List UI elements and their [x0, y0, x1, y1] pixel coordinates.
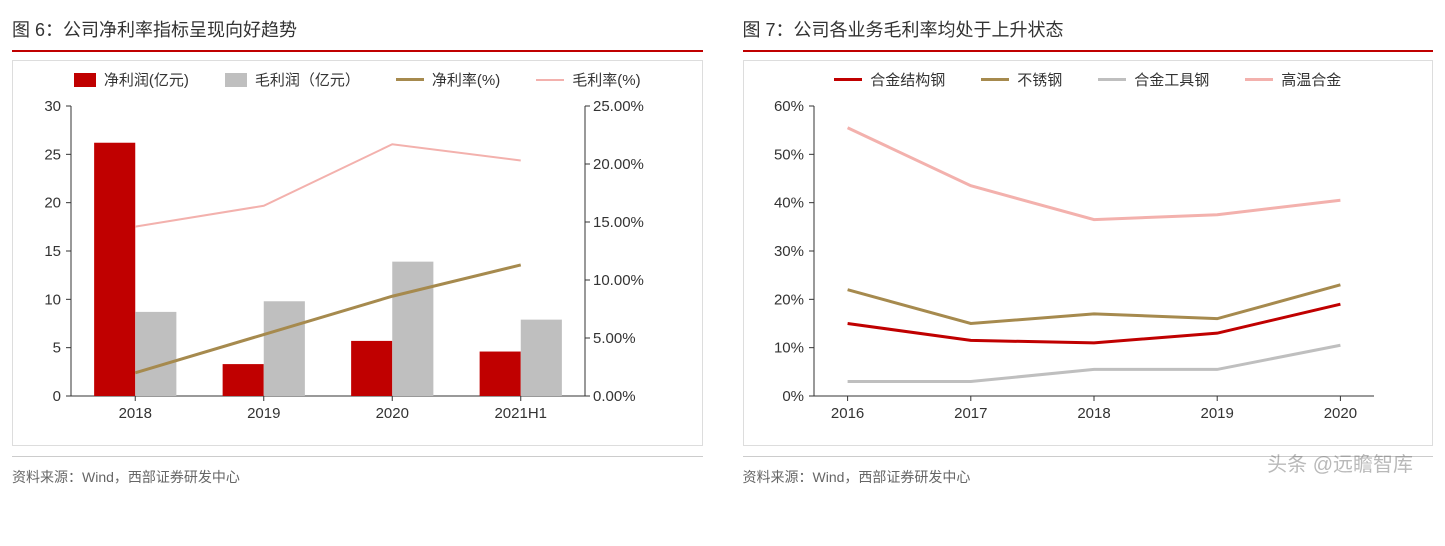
chart7-legend: 合金结构钢 不锈钢 合金工具钢 高温合金 — [754, 69, 1423, 90]
legend-item-high-temp: 高温合金 — [1245, 69, 1341, 90]
svg-text:2018: 2018 — [1077, 405, 1110, 422]
legend-item-gross-margin: 毛利率(%) — [536, 69, 640, 90]
svg-text:2020: 2020 — [376, 405, 409, 422]
swatch-net-profit — [74, 73, 96, 87]
legend-label: 合金工具钢 — [1134, 69, 1209, 90]
panel-left-source: 资料来源：Wind，西部证券研发中心 — [12, 456, 703, 487]
swatch-net-margin — [396, 78, 424, 81]
svg-text:10.00%: 10.00% — [593, 272, 644, 289]
swatch-gross-margin — [536, 79, 564, 81]
svg-text:2019: 2019 — [1200, 405, 1233, 422]
svg-text:20: 20 — [44, 195, 61, 212]
legend-label: 高温合金 — [1281, 69, 1341, 90]
legend-item-alloy-tool: 合金工具钢 — [1098, 69, 1209, 90]
svg-text:15.00%: 15.00% — [593, 214, 644, 231]
legend-label: 合金结构钢 — [870, 69, 945, 90]
legend-item-stainless: 不锈钢 — [981, 69, 1062, 90]
svg-text:25.00%: 25.00% — [593, 98, 644, 115]
svg-text:2019: 2019 — [247, 405, 280, 422]
svg-text:15: 15 — [44, 243, 61, 260]
watermark: 头条 @远瞻智库 — [1267, 448, 1413, 477]
panel-left-title: 图 6：公司净利率指标呈现向好趋势 — [12, 12, 703, 52]
swatch-alloy-tool — [1098, 78, 1126, 81]
svg-text:5.00%: 5.00% — [593, 330, 636, 347]
legend-item-alloy-struct: 合金结构钢 — [834, 69, 945, 90]
svg-text:25: 25 — [44, 146, 61, 163]
svg-text:20%: 20% — [773, 291, 803, 308]
swatch-alloy-struct — [834, 78, 862, 81]
legend-item-gross-profit: 毛利润（亿元） — [225, 69, 360, 90]
chart7-svg: 0% 10% 20% 30% 40% 50% 60% 2016 2017 2018 2019 2020 — [754, 96, 1394, 436]
svg-text:2020: 2020 — [1323, 405, 1356, 422]
legend-label: 不锈钢 — [1017, 69, 1062, 90]
figure-container: 图 6：公司净利率指标呈现向好趋势 净利润(亿元) 毛利润（亿元） 净利率(%) — [12, 12, 1433, 487]
panel-left: 图 6：公司净利率指标呈现向好趋势 净利润(亿元) 毛利润（亿元） 净利率(%) — [12, 12, 703, 487]
swatch-high-temp — [1245, 78, 1273, 81]
chart6-svg: 0 5 10 15 20 25 30 0.00% 5.00% 10.00% 15.00% 20.00%… — [23, 96, 663, 436]
svg-text:10: 10 — [44, 291, 61, 308]
legend-label: 净利率(%) — [432, 69, 500, 90]
svg-text:2021H1: 2021H1 — [494, 405, 547, 422]
svg-text:30: 30 — [44, 98, 61, 115]
svg-text:0: 0 — [53, 388, 61, 405]
legend-item-net-profit: 净利润(亿元) — [74, 69, 189, 90]
svg-text:10%: 10% — [773, 340, 803, 357]
legend-label: 净利润(亿元) — [104, 69, 189, 90]
svg-text:30%: 30% — [773, 243, 803, 260]
svg-text:2016: 2016 — [830, 405, 863, 422]
svg-text:40%: 40% — [773, 195, 803, 212]
svg-text:20.00%: 20.00% — [593, 156, 644, 173]
svg-text:60%: 60% — [773, 98, 803, 115]
panel-right: 图 7：公司各业务毛利率均处于上升状态 合金结构钢 不锈钢 合金工具钢 — [743, 12, 1434, 487]
swatch-gross-profit — [225, 73, 247, 87]
chart7-box: 合金结构钢 不锈钢 合金工具钢 高温合金 0%10%20%30 — [743, 60, 1434, 446]
svg-text:2017: 2017 — [954, 405, 987, 422]
svg-text:50%: 50% — [773, 146, 803, 163]
chart6-legend: 净利润(亿元) 毛利润（亿元） 净利率(%) 毛利率(%) — [23, 69, 692, 90]
legend-label: 毛利润（亿元） — [255, 69, 360, 90]
svg-text:5: 5 — [53, 340, 61, 357]
panel-row: 图 6：公司净利率指标呈现向好趋势 净利润(亿元) 毛利润（亿元） 净利率(%) — [12, 12, 1433, 487]
svg-text:0%: 0% — [782, 388, 804, 405]
svg-text:0.00%: 0.00% — [593, 388, 636, 405]
swatch-stainless — [981, 78, 1009, 81]
legend-label: 毛利率(%) — [572, 69, 640, 90]
chart6-box: 净利润(亿元) 毛利润（亿元） 净利率(%) 毛利率(%) 0 — [12, 60, 703, 446]
legend-item-net-margin: 净利率(%) — [396, 69, 500, 90]
panel-right-title: 图 7：公司各业务毛利率均处于上升状态 — [743, 12, 1434, 52]
svg-text:2018: 2018 — [119, 405, 152, 422]
